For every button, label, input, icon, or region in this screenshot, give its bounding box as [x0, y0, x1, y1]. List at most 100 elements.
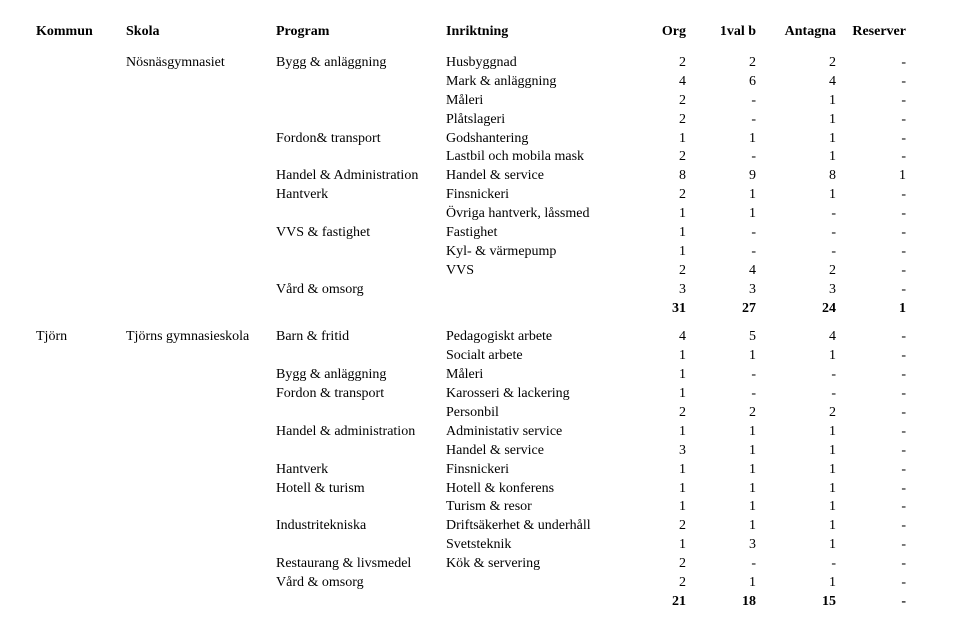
cell-value: 1	[626, 130, 686, 149]
cell-skola: Tjörns gymnasieskola	[126, 328, 276, 347]
table-row: TjörnTjörns gymnasieskolaBarn & fritidPe…	[36, 328, 923, 347]
table-row: Lastbil och mobila mask2-1-	[36, 148, 923, 167]
table-row: VVS242-	[36, 262, 923, 281]
cell-value: -	[686, 385, 756, 404]
cell-value: 1	[756, 498, 836, 517]
cell-value: -	[836, 498, 906, 517]
cell-kommun	[36, 536, 126, 555]
cell-program	[276, 73, 446, 92]
cell-value: 1	[756, 111, 836, 130]
cell-skola	[126, 498, 276, 517]
cell-value: 2	[686, 404, 756, 423]
totals-row: 3127241	[36, 300, 923, 319]
cell-kommun	[36, 186, 126, 205]
cell-value: 1	[756, 186, 836, 205]
cell-program: Bygg & anläggning	[276, 366, 446, 385]
cell-skola	[126, 92, 276, 111]
cell-inriktning: Handel & service	[446, 442, 626, 461]
cell-value: 1	[686, 574, 756, 593]
cell-value: -	[686, 243, 756, 262]
table-row: Socialt arbete111-	[36, 347, 923, 366]
cell-value: -	[686, 224, 756, 243]
cell-value: 1	[686, 186, 756, 205]
cell-value: 4	[756, 73, 836, 92]
cell-kommun: Tjörn	[36, 328, 126, 347]
cell-kommun	[36, 262, 126, 281]
cell-inriktning: Administativ service	[446, 423, 626, 442]
totals-value: 31	[626, 300, 686, 319]
cell-value: -	[836, 130, 906, 149]
table-row: HantverkFinsnickeri211-	[36, 186, 923, 205]
cell-value: 1	[626, 205, 686, 224]
table-row: HantverkFinsnickeri111-	[36, 461, 923, 480]
table-body: NösnäsgymnasietBygg & anläggningHusbyggn…	[36, 54, 923, 612]
cell-program: Handel & administration	[276, 423, 446, 442]
cell-inriktning	[446, 574, 626, 593]
table-row: Plåtslageri2-1-	[36, 111, 923, 130]
cell-skola	[126, 423, 276, 442]
cell-kommun	[36, 347, 126, 366]
cell-value: -	[836, 243, 906, 262]
totals-value: 24	[756, 300, 836, 319]
cell-value: 1	[626, 366, 686, 385]
cell-value: -	[836, 517, 906, 536]
cell-kommun	[36, 111, 126, 130]
totals-value: 1	[836, 300, 906, 319]
table-row: Svetsteknik131-	[36, 536, 923, 555]
table-row: Handel & administrationAdministativ serv…	[36, 423, 923, 442]
cell-skola	[126, 186, 276, 205]
cell-kommun	[36, 366, 126, 385]
cell-value: 2	[686, 54, 756, 73]
cell-kommun	[36, 167, 126, 186]
table-row: Personbil222-	[36, 404, 923, 423]
cell-kommun	[36, 205, 126, 224]
table-row: Övriga hantverk, låssmed11--	[36, 205, 923, 224]
cell-program: Restaurang & livsmedel	[276, 555, 446, 574]
cell-value: 1	[626, 480, 686, 499]
cell-value: 2	[756, 54, 836, 73]
table-row: Restaurang & livsmedelKök & servering2--…	[36, 555, 923, 574]
cell-value: 2	[626, 555, 686, 574]
cell-program: VVS & fastighet	[276, 224, 446, 243]
cell-program: Handel & Administration	[276, 167, 446, 186]
cell-value: 2	[626, 404, 686, 423]
cell-program: Hantverk	[276, 461, 446, 480]
col-inriktning: Inriktning	[446, 24, 626, 40]
cell-value: 1	[756, 148, 836, 167]
cell-inriktning: Turism & resor	[446, 498, 626, 517]
cell-value: 2	[756, 404, 836, 423]
cell-value: -	[686, 555, 756, 574]
cell-value: -	[836, 186, 906, 205]
cell-inriktning: Övriga hantverk, låssmed	[446, 205, 626, 224]
cell-value: 1	[686, 347, 756, 366]
cell-program	[276, 205, 446, 224]
cell-kommun	[36, 517, 126, 536]
cell-value: -	[836, 555, 906, 574]
table-row: Fordon& transportGodshantering111-	[36, 130, 923, 149]
table-row: Kyl- & värmepump1---	[36, 243, 923, 262]
cell-value: 1	[626, 423, 686, 442]
cell-kommun	[36, 73, 126, 92]
cell-inriktning: Kyl- & värmepump	[446, 243, 626, 262]
cell-value: 1	[756, 92, 836, 111]
cell-value: -	[836, 347, 906, 366]
cell-kommun	[36, 281, 126, 300]
cell-inriktning: Fastighet	[446, 224, 626, 243]
col-reserver: Reserver	[836, 24, 906, 40]
cell-skola	[126, 555, 276, 574]
cell-value: 1	[686, 498, 756, 517]
cell-value: 1	[626, 243, 686, 262]
cell-value: -	[686, 111, 756, 130]
table-row: VVS & fastighetFastighet1---	[36, 224, 923, 243]
cell-inriktning: Måleri	[446, 366, 626, 385]
cell-value: 2	[626, 54, 686, 73]
cell-skola	[126, 262, 276, 281]
cell-value: 3	[756, 281, 836, 300]
cell-value: -	[836, 224, 906, 243]
cell-kommun	[36, 498, 126, 517]
cell-value: -	[836, 262, 906, 281]
cell-program: Barn & fritid	[276, 328, 446, 347]
cell-value: 1	[686, 130, 756, 149]
cell-kommun	[36, 480, 126, 499]
cell-program	[276, 111, 446, 130]
